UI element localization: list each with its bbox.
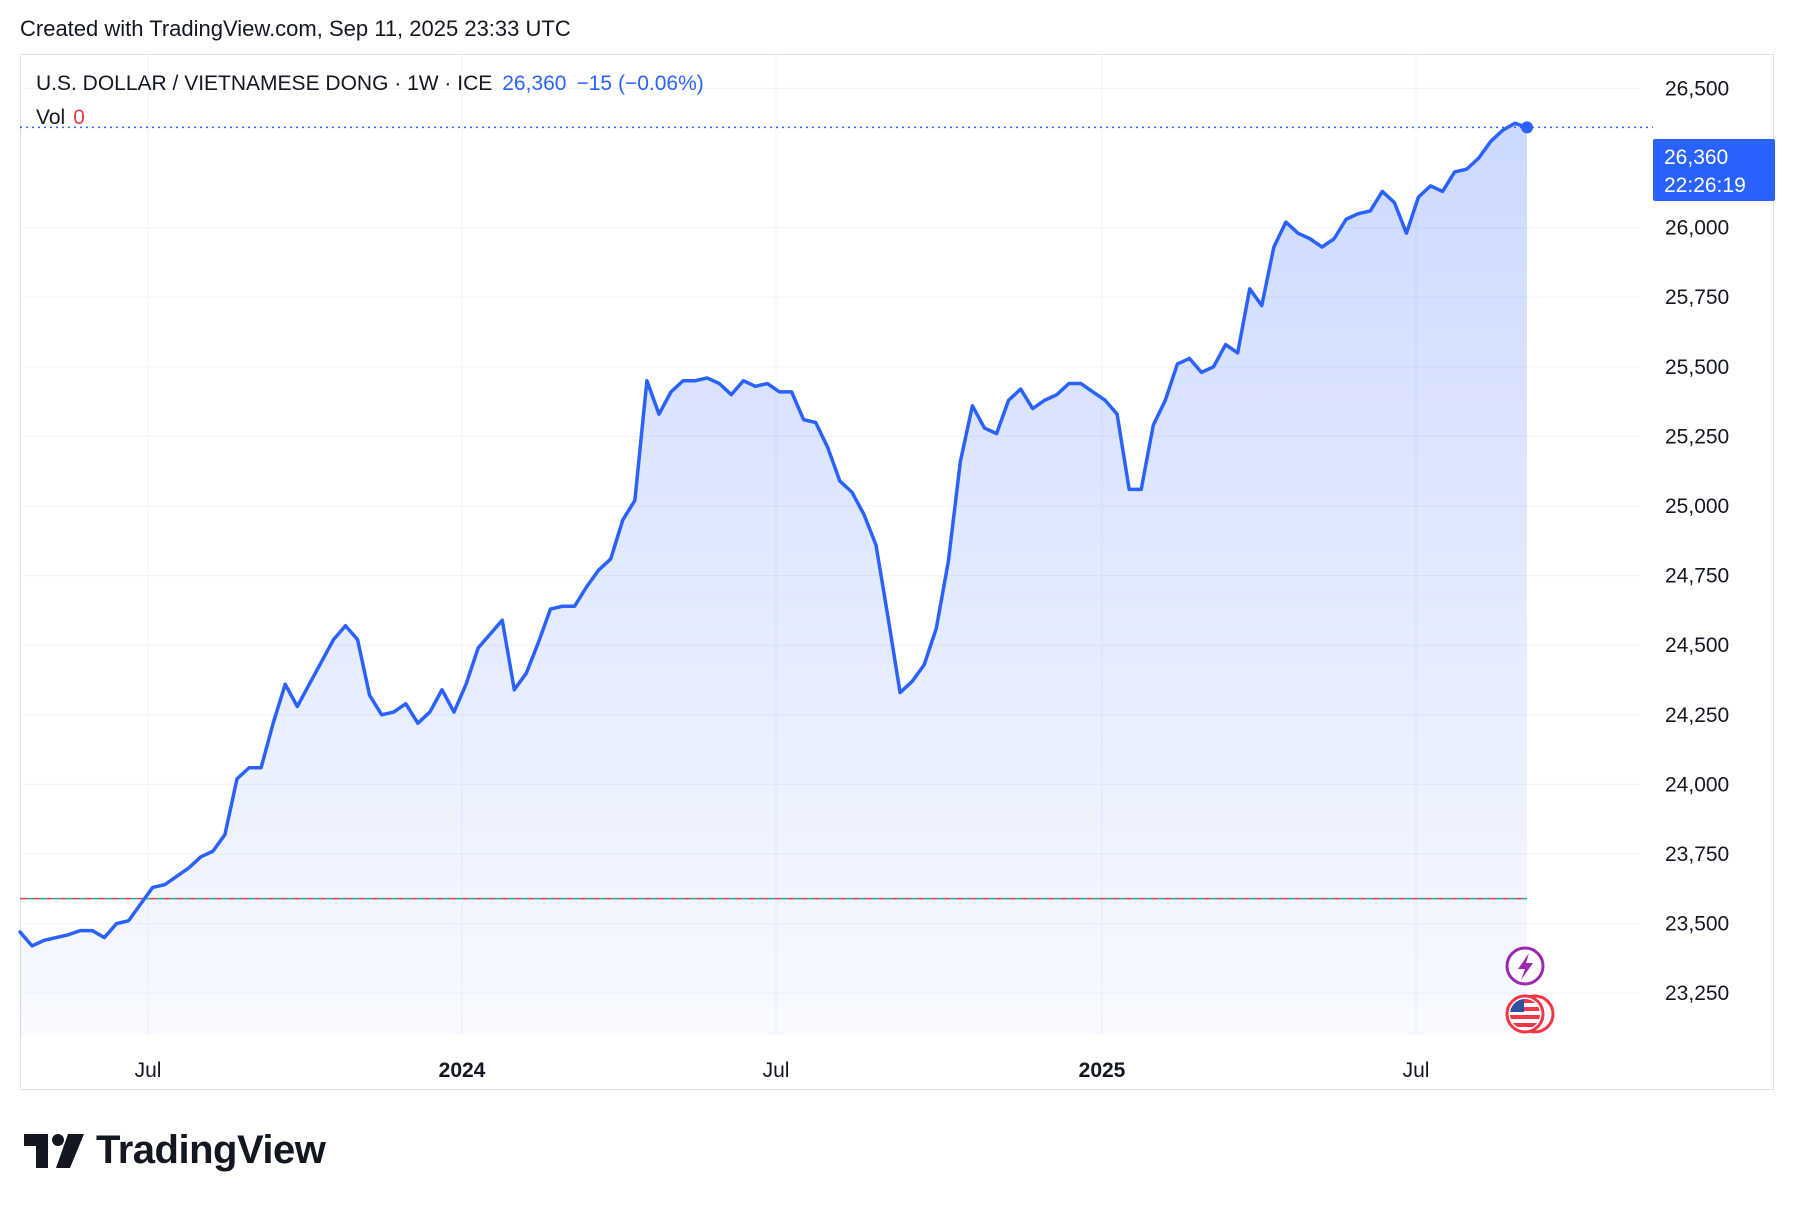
chart-legend[interactable]: U.S. DOLLAR / VIETNAMESE DONG · 1W · ICE…	[36, 72, 704, 96]
y-tick-label: 25,250	[1665, 425, 1729, 448]
y-tick-label: 25,750	[1665, 286, 1729, 309]
y-tick-label: 26,000	[1665, 217, 1729, 240]
price-label-bg	[1653, 139, 1775, 201]
y-tick-label: 24,750	[1665, 565, 1729, 588]
volume-legend[interactable]: Vol 0	[36, 106, 85, 130]
last-price-dot[interactable]	[1521, 121, 1533, 134]
lightning-event-icon[interactable]	[1505, 946, 1545, 986]
us-flag-event-icon[interactable]	[1505, 994, 1555, 1034]
y-axis: 26,500 26,000 25,750 25,500 25,250 25,000 24,7…	[1665, 77, 1729, 1005]
last-price: 26,360	[502, 72, 567, 95]
chart-frame	[20, 54, 1774, 1090]
price-line[interactable]	[18, 121, 1529, 948]
tradingview-logo[interactable]: TradingView	[24, 1128, 326, 1173]
x-tick-label: Jul	[1403, 1059, 1430, 1082]
y-tick-label: 23,750	[1665, 843, 1729, 866]
created-with-caption: Created with TradingView.com, Sep 11, 20…	[20, 16, 571, 41]
y-tick-label: 24,000	[1665, 773, 1729, 796]
price-change: −15 (−0.06%)	[576, 72, 704, 95]
y-tick-label: 23,500	[1665, 913, 1729, 936]
y-tick-label: 24,250	[1665, 704, 1729, 727]
y-tick-label: 25,000	[1665, 495, 1729, 518]
price-label-box[interactable]: 26,360 22:26:19	[1653, 139, 1775, 201]
volume-value: 0	[73, 106, 85, 129]
y-tick-label: 23,250	[1665, 982, 1729, 1005]
area-fill	[20, 123, 1527, 1035]
y-tick-label: 24,500	[1665, 634, 1729, 657]
x-tick-label: Jul	[135, 1059, 162, 1082]
tradingview-wordmark: TradingView	[96, 1128, 326, 1172]
x-tick-label: 2025	[1079, 1059, 1126, 1082]
x-tick-label: Jul	[763, 1059, 790, 1082]
tradingview-logo-icon	[24, 1133, 84, 1168]
y-tick-label: 25,500	[1665, 356, 1729, 379]
symbol-description[interactable]: U.S. DOLLAR / VIETNAMESE DONG · 1W · ICE	[36, 72, 493, 95]
x-tick-label: 2024	[439, 1059, 486, 1082]
volume-label: Vol	[36, 106, 66, 129]
price-label-value: 26,360	[1664, 146, 1728, 169]
x-axis: Jul 2024 Jul 2025 Jul	[135, 1059, 1430, 1082]
y-tick-label: 26,500	[1665, 77, 1729, 100]
price-label-countdown: 22:26:19	[1664, 174, 1746, 197]
